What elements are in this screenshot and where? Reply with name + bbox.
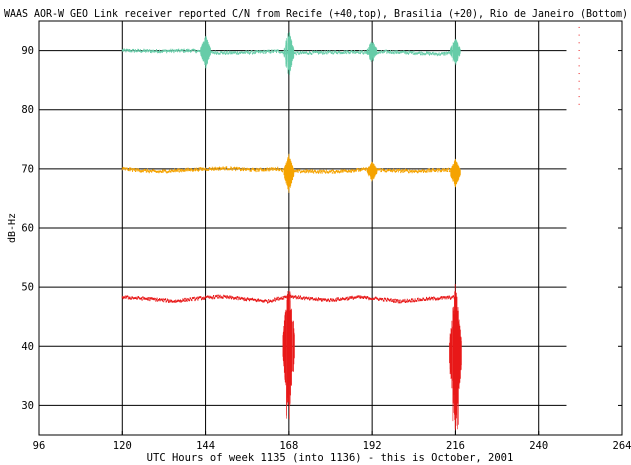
y-tick-label: 30 [21,400,34,412]
series-burst [450,158,461,188]
series-burst [282,290,295,407]
series-burst [366,161,378,182]
series-dip [452,310,459,431]
x-tick-label: 264 [613,440,631,452]
stray-point [578,96,580,98]
stray-point [578,34,580,36]
series-3 [121,284,462,431]
series-burst [283,32,295,76]
y-tick-label: 40 [21,341,34,353]
stray-point [578,73,580,75]
y-tick-label: 70 [21,163,34,175]
x-tick-label: 192 [363,440,382,452]
x-tick-label: 144 [196,440,215,452]
stray-point [578,65,580,67]
series-baseline [121,294,456,304]
stray-point [578,103,580,105]
stray-point [578,26,580,28]
stray-point [578,42,580,44]
stray-point [578,88,580,90]
y-axis-label: dB-Hz [7,213,18,243]
x-tick-label: 120 [113,440,132,452]
series-baseline [121,166,456,174]
chart-title: WAAS AOR-W GEO Link receiver reported C/… [4,8,628,20]
series-burst [366,41,378,62]
stray-point [578,80,580,82]
x-tick-label: 168 [279,440,298,452]
y-tick-label: 80 [21,104,34,116]
x-tick-label: 240 [529,440,548,452]
x-tick-label: 216 [446,440,465,452]
stray-point [578,49,580,51]
data-points [121,26,580,431]
y-tick-label: 90 [21,45,34,57]
grid [39,21,567,435]
stray-point [578,57,580,59]
y-tick-label: 60 [21,223,34,235]
series-burst [450,38,461,66]
series-burst [283,153,295,193]
series-burst [200,35,211,69]
y-tick-label: 50 [21,282,34,294]
series-dip [286,310,292,420]
x-tick-label: 96 [33,440,46,452]
series-1 [121,32,461,76]
x-axis-label: UTC Hours of week 1135 (into 1136) - thi… [147,452,514,464]
series-2 [121,153,461,193]
series-baseline [121,48,456,57]
axis-ticks: 96 120 144 168 192 216 240 264 30 40 50 60 70 80 90 [21,45,631,452]
